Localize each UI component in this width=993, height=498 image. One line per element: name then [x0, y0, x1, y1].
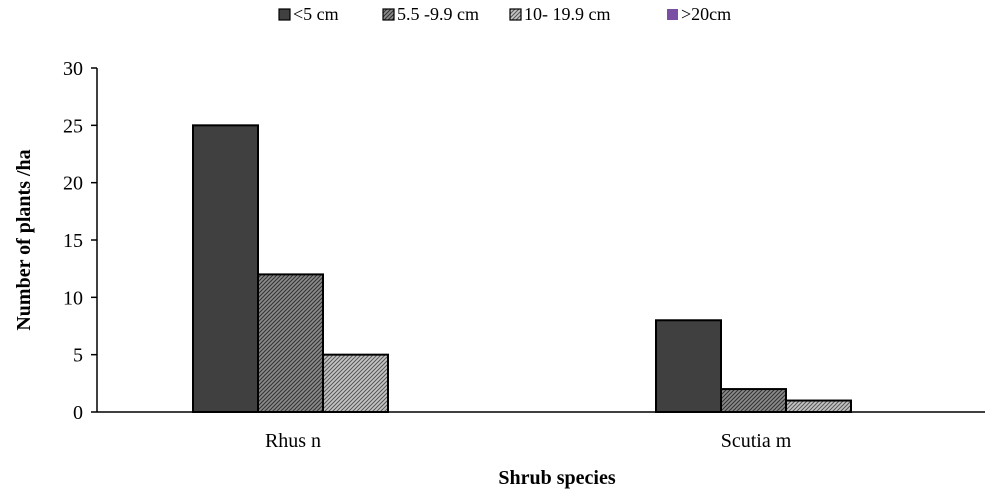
- legend-swatch: [667, 9, 678, 20]
- bar: [322, 353, 389, 413]
- y-tick-label: 20: [63, 173, 83, 195]
- legend-label: >20cm: [681, 4, 731, 24]
- x-tick-label: Rhus n: [265, 430, 321, 452]
- bar: [720, 388, 787, 414]
- legend-swatch: [382, 8, 395, 21]
- y-tick-label: 25: [63, 115, 83, 137]
- legend-label: <5 cm: [293, 4, 339, 24]
- y-tick-label: 10: [63, 287, 83, 309]
- legend-label: 10- 19.9 cm: [524, 4, 610, 24]
- legend-swatch: [509, 8, 522, 21]
- y-axis-title: Number of plants /ha: [13, 149, 35, 330]
- y-tick-label: 0: [73, 402, 83, 424]
- bar: [785, 399, 852, 413]
- bar: [192, 124, 259, 413]
- bar: [655, 319, 722, 413]
- legend: <5 cm 5.5 -9.9 cm 10- 19.9 cm >20cm: [278, 4, 731, 24]
- legend-swatch: [278, 8, 291, 21]
- x-tick-labels: Rhus n Scutia m: [265, 430, 792, 452]
- y-tick-label: 30: [63, 58, 83, 80]
- bar: [257, 273, 324, 413]
- y-tick-labels: 0 5 10 15 20 25 30: [63, 58, 83, 424]
- bars: [192, 124, 852, 414]
- x-tick-label: Scutia m: [721, 430, 792, 452]
- x-axis-title: Shrub species: [498, 467, 615, 489]
- y-tick-label: 15: [63, 230, 83, 252]
- legend-label: 5.5 -9.9 cm: [397, 4, 479, 24]
- y-tick-label: 5: [73, 345, 83, 367]
